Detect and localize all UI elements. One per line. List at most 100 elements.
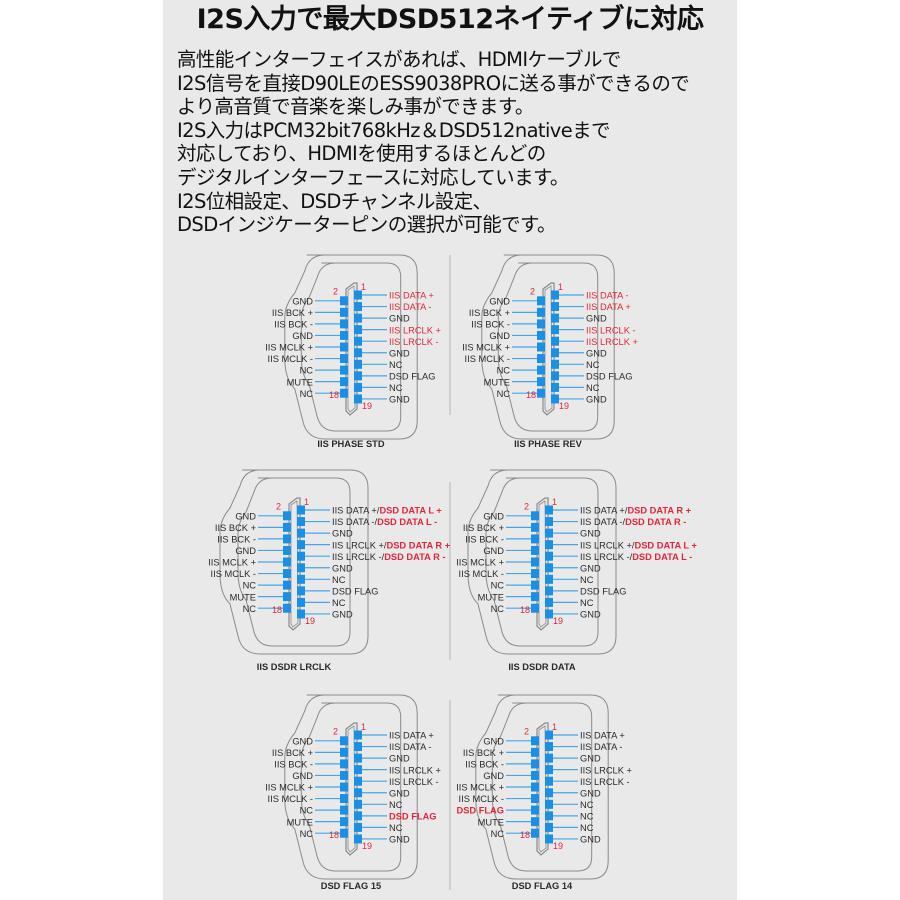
pin-square (551, 359, 559, 369)
pin-number: 1 (361, 722, 366, 732)
pin-square (545, 822, 553, 832)
pin-label: NC (497, 366, 511, 376)
pin-square (545, 765, 553, 775)
pin-label: NC (389, 383, 403, 393)
pin-label: MUTE (230, 592, 256, 602)
description-text: 高性能インターフェイスがあれば、HDMIケーブルで I2S信号を直接D90LEの… (177, 48, 737, 237)
pin-label: IIS BCK + (215, 523, 256, 533)
diagram-title: IIS PHASE STD (317, 439, 384, 449)
pin-square (340, 388, 348, 398)
connector-outer-outline (481, 254, 615, 440)
pin-label: NC (243, 581, 257, 591)
diagram-title: DSD FLAG 14 (512, 881, 573, 891)
description-line: 対応しており、HDMIを使用するほとんどの (177, 142, 546, 166)
pin-square (531, 534, 539, 544)
connector-inner-outline (237, 477, 351, 647)
pin-label: GND (586, 314, 607, 324)
pin-label: GND (235, 546, 256, 556)
pin-label: NC (300, 366, 314, 376)
pin-square (297, 540, 305, 550)
description-line: 高性能インターフェイスがあれば、HDMIケーブルで (177, 48, 621, 71)
pin-label: GND (389, 835, 410, 845)
pin-label: NC (586, 360, 600, 370)
pin-label: IIS DATA + (389, 731, 434, 741)
pin-square (297, 551, 305, 561)
pin-label: NC (300, 806, 314, 816)
pin-square (283, 580, 291, 590)
pin-label: IIS BCK - (217, 535, 256, 545)
pin-square (354, 382, 362, 392)
connector-outer-outline (467, 469, 617, 655)
pin-number: 1 (552, 497, 557, 507)
pin-label: IIS LRCLK + (580, 765, 632, 775)
pin-label: GND (483, 771, 504, 781)
pin-label: MUTE (484, 377, 510, 387)
pin-square (283, 522, 291, 532)
pin-square (537, 377, 545, 387)
pin-label: IIS DATA - (389, 302, 432, 312)
pin-square (545, 742, 553, 752)
pin-label: NC (580, 800, 594, 810)
pin-square (551, 313, 559, 323)
pin-square (545, 597, 553, 607)
pin-label: IIS DATA +/DSD DATA L + (332, 506, 442, 516)
pin-label: NC (243, 604, 257, 614)
pin-number: 1 (361, 282, 366, 292)
pin-label: GND (483, 546, 504, 556)
pin-square (340, 782, 348, 792)
pin-square (531, 511, 539, 521)
pin-label: DSD FLAG (586, 371, 633, 381)
pin-square (545, 753, 553, 763)
pin-square (297, 528, 305, 538)
pin-label: DSD FLAG (332, 586, 379, 596)
pin-number: 18 (272, 605, 282, 615)
pin-label: GND (389, 754, 410, 764)
pin-label: GND (586, 395, 607, 405)
pin-square (354, 348, 362, 358)
pin-square (354, 394, 362, 404)
pin-label: IIS LRCLK + (389, 765, 441, 775)
pin-label: IIS LRCLK - (580, 777, 630, 787)
pin-square (537, 296, 545, 306)
pin-number: 1 (304, 497, 309, 507)
pin-label: DSD FLAG (456, 806, 504, 816)
pin-square (537, 354, 545, 364)
pin-label: GND (580, 788, 601, 798)
pin-square (354, 811, 362, 821)
pin-label: GND (389, 314, 410, 324)
pin-label: NC (580, 575, 594, 585)
pin-square (537, 388, 545, 398)
pin-square (531, 580, 539, 590)
pin-square (340, 377, 348, 387)
pin-square (283, 569, 291, 579)
pin-square (283, 603, 291, 613)
pin-square (283, 592, 291, 602)
pin-square (537, 365, 545, 375)
pin-square (297, 517, 305, 527)
pin-label: GND (292, 296, 313, 306)
pin-label: IIS BCK + (272, 748, 313, 758)
pin-square (545, 517, 553, 527)
pin-square (340, 307, 348, 317)
connector-outer-outline (219, 469, 369, 655)
pin-square (354, 290, 362, 300)
pin-label: NC (389, 823, 403, 833)
pin-number: 19 (553, 616, 563, 626)
pin-number: 2 (524, 727, 529, 737)
pin-square (297, 586, 305, 596)
pin-square (340, 805, 348, 815)
pin-square (340, 770, 348, 780)
pin-square (297, 574, 305, 584)
connector-inner-outline (497, 262, 599, 432)
pin-square (297, 609, 305, 619)
pin-square (297, 563, 305, 573)
pin-square (340, 747, 348, 757)
pin-square (545, 505, 553, 515)
pin-number: 2 (276, 502, 281, 512)
pin-label: NC (580, 598, 594, 608)
pin-square (340, 817, 348, 827)
pin-square (531, 557, 539, 567)
pin-label: MUTE (287, 377, 313, 387)
pin-square (531, 747, 539, 757)
